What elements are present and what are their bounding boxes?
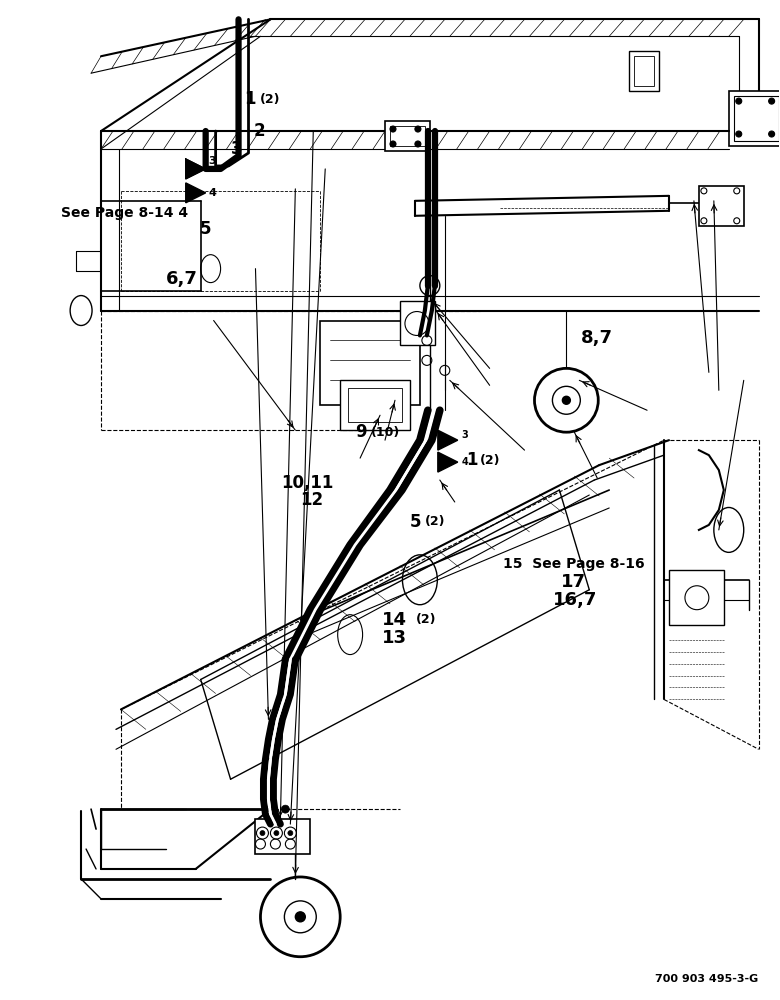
Circle shape (768, 98, 775, 104)
Text: 6,7: 6,7 (166, 270, 198, 288)
Text: (2): (2) (425, 515, 445, 528)
Bar (385, 121, 430, 151)
Circle shape (282, 805, 289, 813)
Text: 9: 9 (355, 423, 367, 441)
Circle shape (288, 831, 292, 836)
Text: 15  See Page 8-16: 15 See Page 8-16 (502, 557, 644, 571)
Bar (400, 301, 434, 345)
Text: 2: 2 (254, 122, 266, 140)
Text: 5: 5 (410, 513, 421, 531)
Bar (256, 819, 310, 854)
Text: (2): (2) (416, 613, 436, 626)
Text: 14: 14 (382, 611, 407, 629)
Circle shape (274, 831, 279, 836)
Text: 17: 17 (561, 573, 586, 591)
Text: 1: 1 (245, 90, 256, 108)
Polygon shape (186, 183, 206, 203)
Bar (390, 126, 425, 146)
Bar (340, 380, 410, 430)
Text: (2): (2) (260, 93, 280, 106)
Text: (2): (2) (480, 454, 501, 467)
Text: 3: 3 (231, 140, 243, 158)
Bar (729, 91, 780, 146)
Text: 5: 5 (200, 220, 211, 238)
Circle shape (390, 141, 396, 147)
Bar (321, 320, 420, 405)
Text: 3: 3 (462, 430, 469, 440)
Circle shape (390, 126, 396, 132)
Circle shape (296, 912, 305, 922)
Circle shape (562, 396, 570, 404)
Text: 700 903 495-3-G: 700 903 495-3-G (655, 974, 759, 984)
Polygon shape (438, 452, 458, 472)
Bar (734, 96, 778, 141)
Circle shape (768, 131, 775, 137)
Text: 16,7: 16,7 (553, 591, 597, 609)
Polygon shape (186, 159, 206, 179)
Circle shape (415, 126, 421, 132)
Bar (699, 186, 744, 226)
Text: 8,7: 8,7 (580, 329, 612, 347)
Text: (10): (10) (371, 426, 401, 439)
Circle shape (260, 831, 265, 836)
Circle shape (736, 131, 742, 137)
Text: 10,11: 10,11 (281, 474, 334, 492)
Text: 4: 4 (462, 457, 469, 467)
Circle shape (415, 141, 421, 147)
Bar (669, 570, 724, 625)
Text: 3: 3 (208, 156, 216, 166)
Text: 13: 13 (382, 629, 407, 647)
Bar (634, 56, 654, 86)
Text: 4: 4 (208, 188, 217, 198)
Circle shape (736, 98, 742, 104)
Text: See Page 8-14 4: See Page 8-14 4 (62, 206, 188, 220)
Text: 1: 1 (466, 451, 477, 469)
Text: 12: 12 (300, 491, 324, 509)
Bar (629, 51, 659, 91)
Bar (348, 388, 402, 422)
Polygon shape (438, 430, 458, 450)
